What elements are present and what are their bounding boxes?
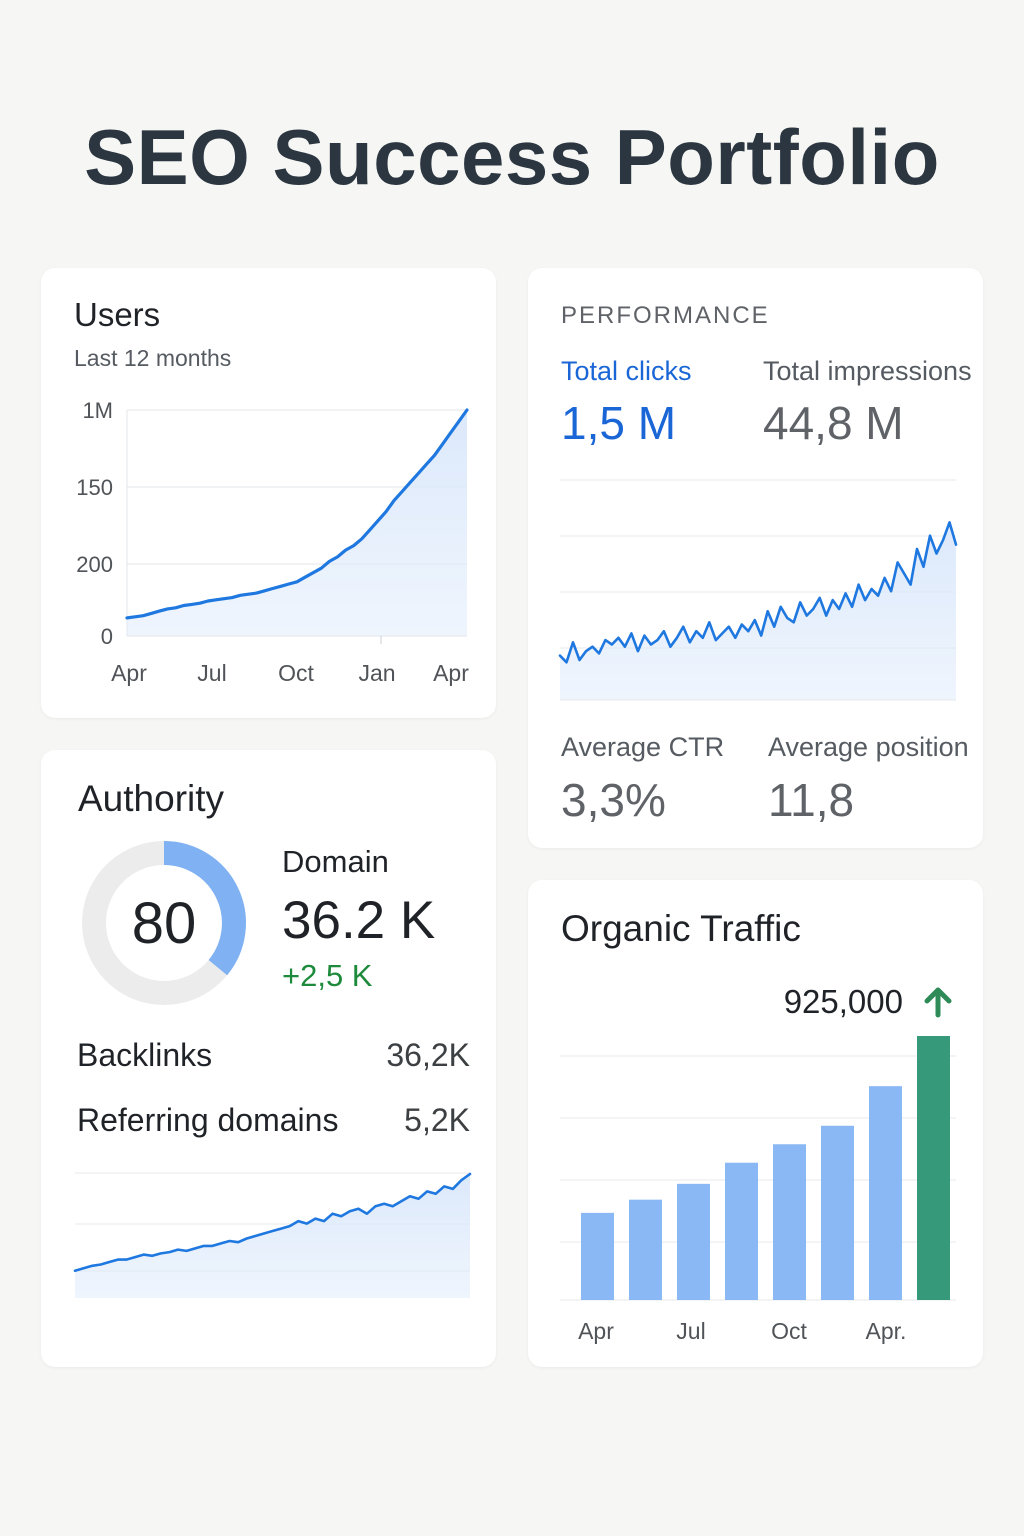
performance-card: PERFORMANCE Total clicks 1,5 M Total imp… <box>528 268 983 848</box>
x-tick-label: Oct <box>771 1318 807 1344</box>
total-impressions-label: Total impressions <box>763 356 972 386</box>
bar <box>773 1144 806 1300</box>
organic-value: 925,000 <box>783 983 903 1020</box>
series-area <box>75 1174 470 1298</box>
x-tick-label: Apr <box>433 660 469 686</box>
x-tick-label: Apr <box>578 1318 614 1344</box>
average-ctr-value: 3,3% <box>561 774 666 826</box>
bar <box>821 1125 854 1300</box>
authority-title: Authority <box>78 778 225 819</box>
domain-value: 36.2 K <box>282 891 436 950</box>
series-line <box>73 1172 472 1272</box>
x-tick-label: Jan <box>358 660 395 686</box>
total-clicks-value: 1,5 M <box>561 397 677 449</box>
authority-card: Authority 80 Domain 36.2 K +2,5 K Backli… <box>41 750 496 1367</box>
up-arrow-icon <box>924 987 952 1018</box>
x-tick-label: Jul <box>676 1318 705 1344</box>
bar <box>677 1183 710 1300</box>
page-title: SEO Success Portfolio <box>84 113 940 201</box>
x-tick-label: Apr <box>111 660 147 686</box>
x-tick-label: Apr. <box>866 1318 907 1344</box>
organic-title: Organic Traffic <box>561 908 801 949</box>
series-area <box>560 522 956 700</box>
x-tick-label: Jul <box>197 660 226 686</box>
y-tick-label: 200 <box>76 552 113 577</box>
referring-domains-value: 5,2K <box>404 1102 470 1138</box>
performance-chart <box>558 479 958 701</box>
authority-score: 80 <box>131 890 197 956</box>
domain-label: Domain <box>282 844 389 879</box>
average-position-value: 11,8 <box>768 774 855 826</box>
y-tick-label: 150 <box>76 475 113 500</box>
organic-chart: Apr Jul Oct Apr. <box>560 1036 956 1344</box>
authority-chart <box>73 1172 472 1298</box>
users-title: Users <box>74 296 161 333</box>
bar <box>725 1162 758 1300</box>
series-area <box>127 410 467 636</box>
bar <box>629 1199 662 1300</box>
organic-traffic-card: Organic Traffic 925,000 Apr Jul Oct Apr. <box>528 880 983 1367</box>
bar <box>869 1086 902 1300</box>
series-line <box>125 408 469 620</box>
y-tick-label: 0 <box>101 624 113 649</box>
average-ctr-label: Average CTR <box>561 732 725 762</box>
users-card: Users Last 12 months 1M 150 200 0 Apr Jul Oct J… <box>41 268 496 718</box>
total-impressions-value: 44,8 M <box>763 397 904 449</box>
users-chart: 1M 150 200 0 Apr Jul Oct Jan Apr <box>76 398 469 686</box>
series-line <box>558 521 958 664</box>
backlinks-value: 36,2K <box>386 1037 470 1073</box>
authority-gauge <box>82 841 246 1005</box>
performance-overline: PERFORMANCE <box>561 302 770 329</box>
bar <box>581 1212 614 1300</box>
domain-change: +2,5 K <box>282 958 373 993</box>
y-tick-label: 1M <box>82 398 113 423</box>
users-subtitle: Last 12 months <box>74 345 232 371</box>
backlinks-label: Backlinks <box>77 1037 213 1073</box>
total-clicks-label: Total clicks <box>561 356 692 386</box>
bar <box>917 1036 950 1300</box>
x-tick-label: Oct <box>278 660 314 686</box>
gauge-arc <box>163 841 246 976</box>
referring-domains-label: Referring domains <box>77 1102 339 1138</box>
average-position-label: Average position <box>768 732 969 762</box>
